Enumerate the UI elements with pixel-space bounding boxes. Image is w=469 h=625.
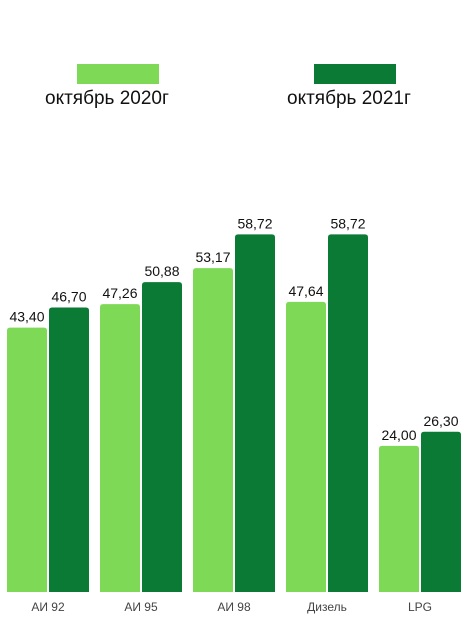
value-label-2020-0: 43,40: [9, 309, 44, 325]
category-label-3: Дизель: [307, 600, 347, 614]
category-label-0: АИ 92: [31, 600, 65, 614]
value-label-2021-0: 46,70: [51, 289, 86, 305]
category-label-1: АИ 95: [124, 600, 158, 614]
value-label-2020-3: 47,64: [288, 283, 323, 299]
bar-2020-4: [379, 445, 419, 592]
bar-2021-0: [49, 307, 89, 592]
legend-label-2020: октябрь 2020г: [45, 88, 169, 109]
value-label-2021-1: 50,88: [144, 263, 179, 279]
bar-2020-3: [286, 301, 326, 592]
category-label-4: LPG: [408, 600, 432, 614]
bar-2021-4: [421, 431, 461, 592]
value-label-2020-1: 47,26: [102, 285, 137, 301]
bar-2021-2: [235, 234, 275, 593]
value-label-2020-4: 24,00: [381, 427, 416, 443]
bar-2020-0: [7, 327, 47, 592]
legend-swatch-2020: [77, 64, 159, 84]
bar-2021-3: [328, 234, 368, 593]
legend-swatch-2021: [314, 64, 396, 84]
value-label-2020-2: 53,17: [195, 249, 230, 265]
legend-label-2021: октябрь 2021г: [287, 88, 411, 109]
value-label-2021-4: 26,30: [423, 413, 458, 429]
bar-2020-2: [193, 268, 233, 592]
category-label-2: АИ 98: [217, 600, 251, 614]
value-label-2021-2: 58,72: [237, 215, 272, 231]
value-label-2021-3: 58,72: [330, 215, 365, 231]
bar-2021-1: [142, 282, 182, 592]
bar-2020-1: [100, 304, 140, 592]
